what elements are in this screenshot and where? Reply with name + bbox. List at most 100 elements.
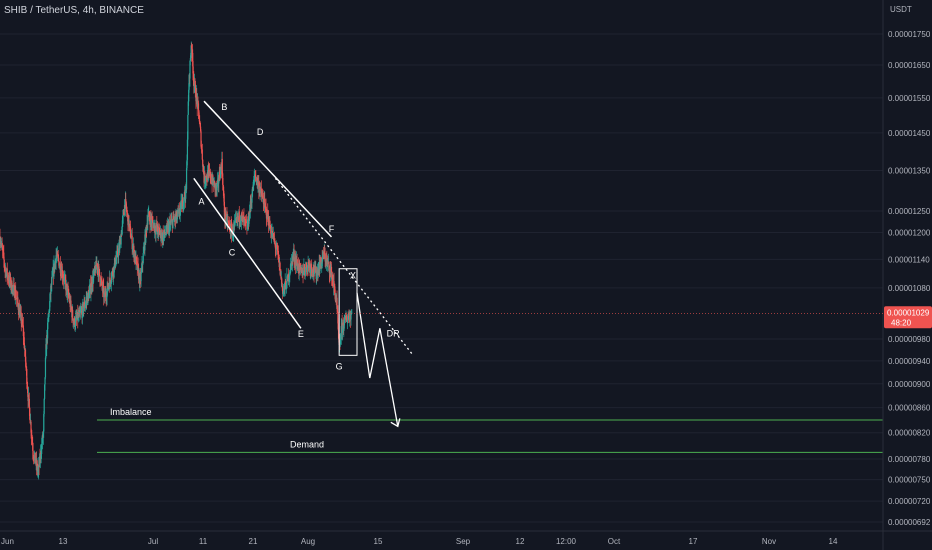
candle-body: [11, 280, 13, 292]
candle-body: [87, 291, 89, 303]
candle-body: [191, 49, 194, 62]
candle-body: [145, 227, 147, 243]
price-tick-label: 0.00001550: [888, 94, 931, 103]
price-tick-label: 0.00001750: [888, 30, 931, 39]
candle-body: [190, 52, 192, 59]
price-tick-label: 0.00000692: [888, 518, 931, 527]
candle-body: [255, 176, 257, 178]
candle-body: [2, 250, 4, 252]
candle-body: [278, 257, 280, 267]
candle-body: [253, 176, 256, 178]
candle-body: [310, 269, 312, 273]
candle-body: [17, 297, 19, 304]
candle-body: [109, 277, 111, 289]
candle-body: [154, 225, 156, 232]
candle-body: [15, 289, 17, 298]
candle-body: [135, 256, 137, 265]
grid-lines: [0, 33, 883, 523]
candle-body: [107, 282, 109, 289]
candle-body: [64, 277, 67, 282]
candle-body: [52, 273, 54, 275]
candle-body: [160, 237, 163, 240]
candle-body: [89, 287, 91, 292]
candle-body: [212, 175, 214, 183]
candle-body: [129, 224, 131, 227]
candle-body: [282, 286, 284, 294]
candle-body: [31, 438, 33, 444]
candle-body: [67, 289, 70, 296]
candle-body: [347, 317, 349, 321]
pivot-label-a: A: [198, 196, 204, 206]
candle-body: [249, 201, 251, 212]
candle-body: [269, 220, 271, 228]
candle-body: [72, 309, 74, 319]
candle-body: [332, 277, 334, 283]
candle-body: [293, 251, 295, 261]
candle-body: [35, 458, 38, 467]
candle-body: [61, 270, 64, 278]
candle-body: [246, 226, 248, 230]
candle-body: [336, 297, 338, 308]
candle-body: [243, 216, 245, 220]
candle-body: [132, 247, 134, 249]
candle-body: [19, 311, 21, 318]
candle-body: [119, 242, 121, 250]
price-tick-label: 0.00000940: [888, 357, 931, 366]
candle-body: [126, 213, 129, 214]
candle-body: [51, 277, 53, 286]
candle-body: [345, 317, 347, 321]
candle-body: [2, 251, 4, 253]
candle-body: [204, 172, 206, 182]
candle-body: [328, 265, 330, 274]
candle-body: [187, 101, 189, 115]
candle-body: [303, 266, 305, 270]
candle-body: [235, 217, 237, 219]
candle-body: [177, 210, 180, 213]
candle-body: [83, 308, 85, 313]
candle-body: [70, 300, 72, 307]
candle-body: [225, 213, 228, 221]
candle-body: [307, 262, 310, 264]
candle-body: [285, 288, 288, 290]
candle-body: [342, 322, 344, 330]
candle-body: [197, 100, 199, 104]
candle-body: [260, 188, 262, 194]
candle-body: [67, 288, 69, 290]
candle-body: [157, 226, 160, 235]
candle-body: [102, 285, 104, 290]
candle-body: [279, 262, 281, 275]
candle-body: [314, 265, 316, 268]
candle-body: [16, 298, 18, 300]
candle-body: [185, 168, 188, 190]
candle-body: [106, 288, 108, 298]
candle-body: [183, 200, 185, 202]
candle-body: [91, 286, 93, 288]
candle-body: [3, 259, 5, 265]
candle-body: [47, 322, 49, 339]
candle-body: [43, 413, 45, 432]
candle-body: [6, 268, 8, 277]
candle-body: [225, 212, 227, 222]
candle-body: [225, 220, 227, 222]
candle-body: [21, 319, 24, 325]
candle-body: [66, 288, 69, 295]
projection-path: [356, 292, 399, 427]
candle-body: [333, 281, 335, 287]
candle-body: [222, 184, 224, 187]
candle-body: [51, 274, 53, 278]
candle-body: [299, 264, 301, 269]
candle-body: [176, 211, 178, 219]
candle-body: [48, 310, 50, 312]
candle-body: [183, 192, 186, 201]
candle-body: [191, 45, 193, 54]
candle-body: [43, 398, 45, 414]
candle-body: [111, 274, 113, 281]
candle-body: [173, 216, 175, 220]
candle-body: [288, 274, 291, 280]
candle-body: [303, 266, 305, 274]
candle-body: [209, 171, 211, 180]
candle-body: [4, 264, 6, 269]
candle-body: [287, 274, 290, 282]
